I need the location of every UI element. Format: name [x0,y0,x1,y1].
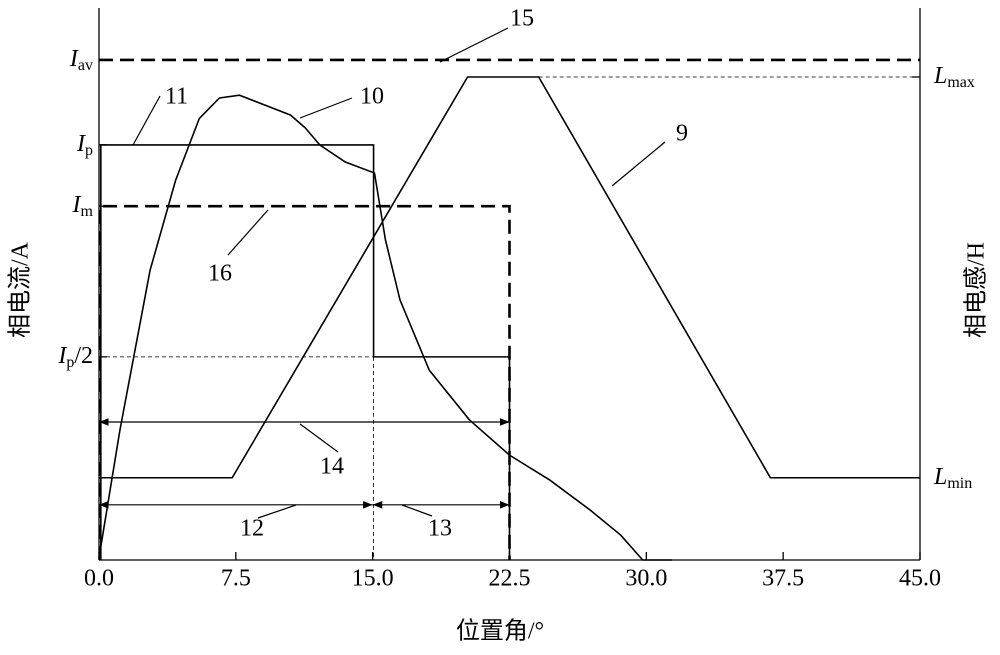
symbol: I [76,130,86,156]
symbol: L [933,463,947,489]
leader [439,27,509,63]
leader [299,423,339,453]
x-tick-label: 15.0 [352,566,394,592]
callout: 15 [510,6,534,32]
callouts: 9 10 11 15 16 14 12 13 [132,6,688,542]
leader [299,97,353,119]
subscript: av [78,57,93,74]
y-tick-label: Iav [69,45,93,73]
y-tick-label: Im [72,192,94,220]
x-tick-label: 7.5 [221,566,251,592]
x-tick-label: 22.5 [489,566,531,592]
x-tick-label: 0.0 [84,566,114,592]
series-line [98,94,672,561]
symbol: I [72,192,82,218]
y2-tick-label: Lmax [933,63,975,91]
leader [611,141,666,187]
callout: 11 [165,84,188,110]
x-axis-label: 位置角/° [456,618,544,645]
symbol: I [69,45,79,71]
x-tick-label: 45.0 [899,566,941,592]
callout: 9 [676,121,688,147]
y-tick-label: Ip [76,130,93,158]
callout: 12 [240,516,264,542]
subscript: m [81,203,94,220]
symbol: L [933,63,947,89]
leader [401,504,433,517]
y2-axis-label: 相电感/H [963,242,990,338]
subscript: p [66,354,74,371]
callout: 13 [428,516,452,542]
x-tick-label: 37.5 [762,566,804,592]
y-tick-label: Ip/2 [57,342,93,370]
symbol: I [57,342,67,368]
callout: 14 [320,454,344,480]
subscript: max [947,74,975,91]
leader [227,209,269,256]
callout: 16 [208,261,232,287]
subscript: p [85,142,93,159]
leader [257,504,297,519]
y2-tick-label: Lmin [933,463,972,491]
y-axis-label: 相电流/A [7,241,34,338]
series-line [99,76,920,479]
suffix: /2 [74,342,93,368]
series-line [98,204,511,560]
leader [132,95,161,146]
x-tick-label: 30.0 [625,566,667,592]
subscript: min [947,474,972,491]
callout: 10 [360,84,384,110]
